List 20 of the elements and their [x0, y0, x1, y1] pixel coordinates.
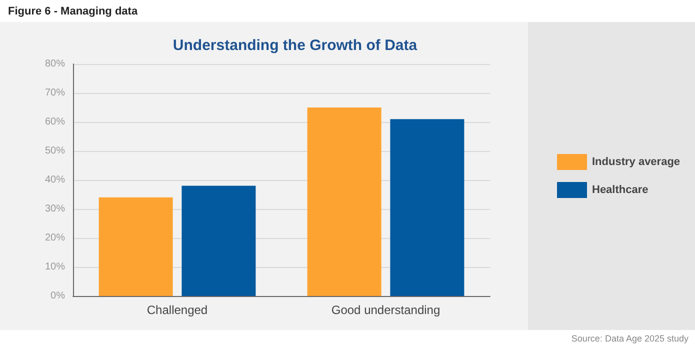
bar	[182, 186, 256, 296]
y-tick-label: 50%	[44, 146, 66, 156]
caption: Figure 6 - Managing data	[8, 6, 138, 18]
source-note: Source: Data Age 2025 study	[571, 334, 690, 344]
y-tick-label: 30%	[44, 204, 66, 214]
y-tick-label: 10%	[44, 262, 66, 272]
x-tick-label: Good understanding	[331, 303, 440, 317]
y-tick-label: 40%	[44, 174, 66, 186]
legend-label: Healthcare	[592, 184, 648, 196]
chart-title: Understanding the Growth of Data	[172, 37, 418, 54]
y-tick-label: 60%	[44, 116, 66, 128]
y-tick-label: 0%	[50, 290, 66, 302]
y-tick-label: 20%	[44, 232, 66, 244]
y-tick-label: 70%	[44, 88, 66, 98]
legend-label: Industry average	[592, 156, 680, 168]
y-tick-label: 80%	[44, 58, 66, 70]
bar	[98, 197, 173, 296]
bar	[390, 119, 464, 296]
x-tick-label: Challenged	[146, 303, 208, 317]
bar	[307, 108, 382, 296]
